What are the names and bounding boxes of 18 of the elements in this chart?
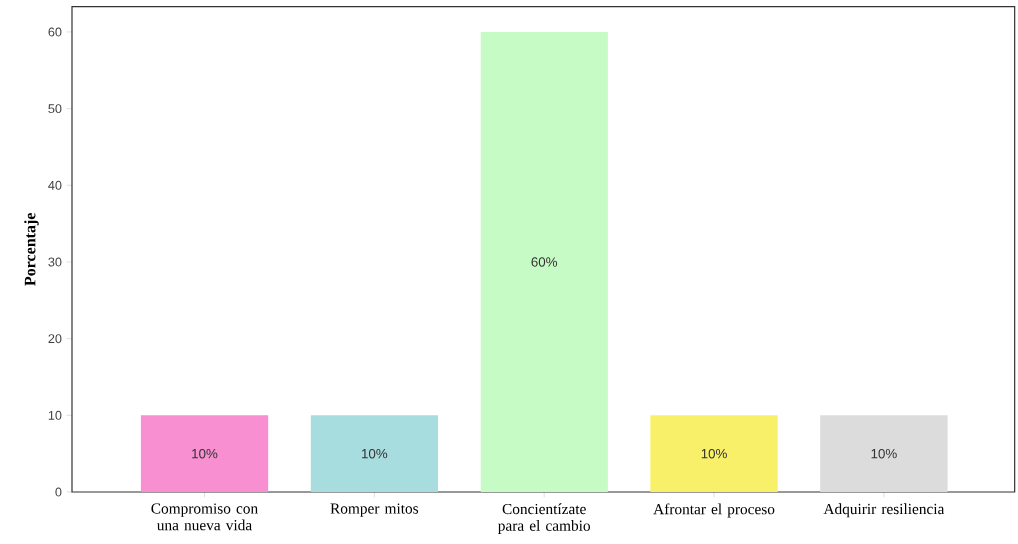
x-tick-label: Compromiso con una nueva vida <box>151 503 258 531</box>
y-tick-label: 10 <box>48 410 62 420</box>
y-tick-label: 0 <box>55 487 62 497</box>
data-label: 10% <box>362 448 388 459</box>
x-tick-label: Concientízate para el cambio <box>498 503 591 534</box>
y-tick-label: 40 <box>48 180 62 190</box>
data-label: 10% <box>871 448 897 459</box>
y-tick-label: 20 <box>48 334 62 344</box>
y-axis-title: Porcentaje <box>24 213 39 286</box>
y-tick-label: 60 <box>48 27 62 37</box>
x-tick-label: Romper mitos <box>330 503 419 517</box>
x-tick-label: Afrontar el proceso <box>653 503 775 518</box>
data-label: 10% <box>192 448 218 459</box>
x-tick-label: Adquirir resiliencia <box>823 503 945 518</box>
data-label: 10% <box>701 448 727 459</box>
y-tick-label: 50 <box>48 104 62 114</box>
data-label: 60% <box>531 257 558 267</box>
y-tick-label: 30 <box>48 257 62 267</box>
